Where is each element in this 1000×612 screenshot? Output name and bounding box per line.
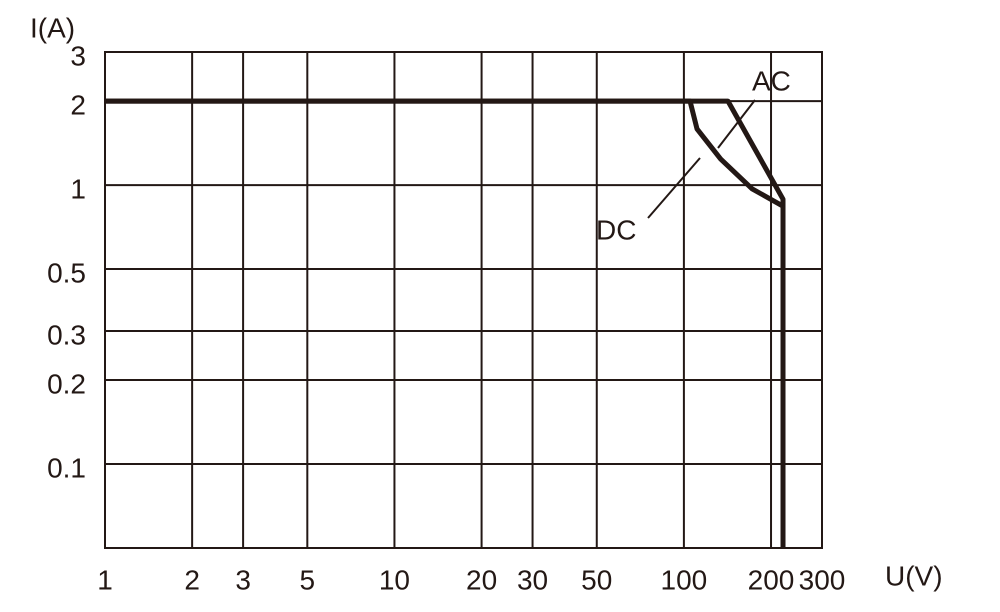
x-tick-label: 5 <box>300 564 316 595</box>
x-tick-label: 2 <box>184 564 200 595</box>
ac-leader <box>717 99 756 149</box>
x-tick-label: 10 <box>379 564 410 595</box>
x-tick-label: 1 <box>97 564 113 595</box>
y-tick-label: 0.2 <box>47 368 86 399</box>
y-tick-label: 0.5 <box>47 257 86 288</box>
y-tick-label: 0.3 <box>47 319 86 350</box>
dc-leader <box>647 157 701 219</box>
x-tick-label: 200 <box>748 564 795 595</box>
y-tick-label: 0.1 <box>47 452 86 483</box>
x-tick-label: 30 <box>517 564 548 595</box>
x-tick-label: 20 <box>466 564 497 595</box>
x-tick-label: 100 <box>661 564 708 595</box>
x-tick-label: 3 <box>235 564 251 595</box>
x-tick-label: 50 <box>581 564 612 595</box>
y-axis-label: I(A) <box>30 12 75 43</box>
y-tick-label: 2 <box>70 90 86 121</box>
series-line <box>105 98 785 209</box>
dc-label: DC <box>596 214 636 245</box>
y-tick-label: 3 <box>70 40 86 71</box>
y-tick-label: 1 <box>70 173 86 204</box>
x-axis-label: U(V) <box>885 560 943 591</box>
x-tick-label: 300 <box>799 564 846 595</box>
